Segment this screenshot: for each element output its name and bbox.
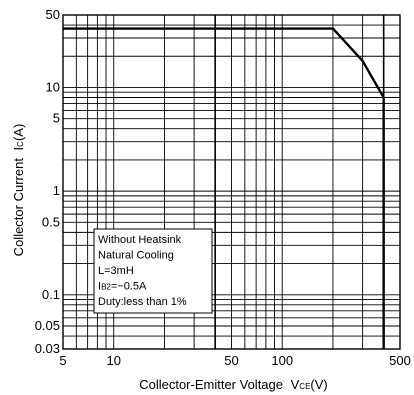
annotation-line: Natural Cooling: [98, 250, 174, 262]
annotation-line: IB2=−0.5A: [98, 281, 147, 293]
x-tick-label: 10: [106, 353, 120, 368]
x-tick-label: 50: [224, 353, 238, 368]
x-axis-unit: (V): [310, 377, 327, 392]
y-axis-label: Collector Current IC(A): [11, 124, 26, 257]
y-tick-label: 0.5: [42, 214, 60, 229]
y-axis-symbol: I: [11, 147, 26, 151]
x-tick-labels: 5 10 50 100 500: [59, 353, 410, 368]
y-tick-label: 1: [53, 183, 60, 198]
x-axis-symbol: V: [291, 377, 300, 392]
annotation-box-frame: [93, 228, 213, 314]
annotation-line: L=3mH: [98, 265, 134, 277]
x-tick-label: 5: [59, 353, 66, 368]
plot-frame: [62, 14, 401, 350]
y-tick-label: 50: [46, 7, 60, 22]
x-axis-label-text: Collector-Emitter Voltage: [139, 377, 283, 392]
x-tick-label: 100: [271, 353, 293, 368]
annotation-line: Duty:less than 1%: [98, 296, 187, 308]
x-axis-symbol-sub: CE: [299, 382, 310, 391]
y-axis-label-text: Collector Current: [11, 158, 26, 257]
y-axis-unit: (A): [11, 124, 26, 141]
y-tick-label: 0.1: [42, 287, 60, 302]
y-tick-label: 0.03: [35, 341, 60, 356]
annotation-line: Without Heatsink: [98, 234, 182, 246]
y-tick-label: 0.05: [35, 318, 60, 333]
y-tick-label: 10: [46, 79, 60, 94]
y-tick-label: 5: [53, 111, 60, 126]
x-tick-label: 500: [389, 353, 411, 368]
series-line: [63, 27, 385, 349]
x-axis-label: Collector-Emitter Voltage VCE(V): [139, 377, 328, 392]
y-axis-symbol-sub: C: [16, 141, 25, 147]
annotation-box: Without Heatsink Natural Cooling L=3mH IB2=…: [93, 228, 213, 314]
y-tick-labels: 50 10 5 1 0.5 0.1 0.05 0.03: [35, 7, 60, 356]
